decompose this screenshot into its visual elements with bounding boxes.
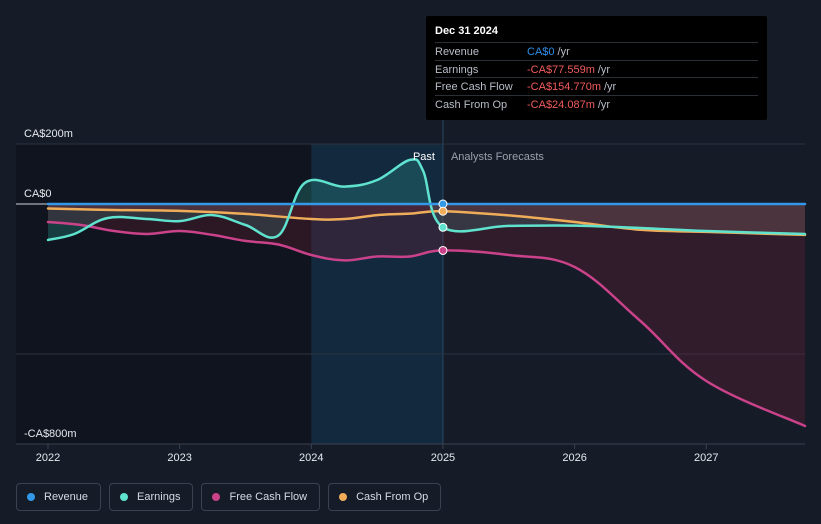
legend-dot-icon <box>339 493 348 501</box>
x-tick-label: 2027 <box>694 452 718 464</box>
y-tick-label: CA$0 <box>24 188 52 200</box>
x-tick-label: 2022 <box>36 452 60 464</box>
legend-dot-icon <box>120 493 129 501</box>
legend-dot-icon <box>27 493 35 501</box>
tooltip-unit: /yr <box>597 98 611 111</box>
tooltip-value: -CA$154.770m <box>527 81 601 93</box>
legend-item-earnings[interactable]: Earnings <box>109 483 194 511</box>
tooltip-date: Dec 31 2024 <box>435 25 498 37</box>
tooltip-label: Revenue <box>435 46 480 58</box>
tooltip-row-earnings: Earnings -CA$77.559m /yr <box>435 59 758 78</box>
legend-label: Cash From Op <box>356 491 429 503</box>
tooltip-label: Free Cash Flow <box>435 81 513 93</box>
y-tick-label: -CA$800m <box>24 428 77 440</box>
highlight-region <box>311 144 443 444</box>
y-tick-label: CA$200m <box>24 128 73 140</box>
tooltip-row-free-cash-flow: Free Cash Flow -CA$154.770m /yr <box>435 77 758 95</box>
series-lines <box>46 158 807 428</box>
series-markers <box>438 199 448 255</box>
axis-labels: CA$200m CA$0 -CA$800m 2022 2023 2024 2025 2026 2… <box>24 128 719 464</box>
series-marker-earnings <box>438 222 448 232</box>
x-tick-label: 2024 <box>299 452 323 464</box>
series-marker-cash-from-op <box>438 206 448 216</box>
series-line-earnings <box>46 158 807 242</box>
x-tick-label: 2025 <box>431 452 455 464</box>
series-marker-free-cash-flow <box>438 245 448 255</box>
tooltip-value: CA$0 <box>527 46 555 58</box>
tooltip-row-cash-from-op: Cash From Op -CA$24.087m /yr <box>435 94 758 113</box>
legend-label: Revenue <box>44 491 89 503</box>
tooltip-value: -CA$24.087m <box>527 98 595 111</box>
tooltip-label: Earnings <box>435 63 479 76</box>
legend-item-revenue[interactable]: Revenue <box>16 483 102 511</box>
series-fill-free-cash-flow <box>48 204 805 426</box>
plot-background <box>16 120 444 444</box>
series-line-cash-from-op <box>46 207 807 237</box>
series-fill-earnings <box>48 159 805 240</box>
legend-dot-icon <box>212 493 221 501</box>
series-line-free-cash-flow <box>46 220 807 428</box>
legend-label: Free Cash Flow <box>229 491 308 503</box>
chart-legend: Revenue Earnings Free Cash Flow Cash Fro… <box>16 483 442 511</box>
tooltip-unit: /yr <box>597 63 611 76</box>
x-tick-label: 2026 <box>562 452 586 464</box>
x-tick-label: 2023 <box>167 452 191 464</box>
forecast-label: Analysts Forecasts <box>451 151 544 163</box>
data-tooltip: Dec 31 2024 Revenue CA$0 /yr Earnings -C… <box>426 16 767 120</box>
tooltip-value: -CA$77.559m <box>527 63 595 76</box>
legend-label: Earnings <box>137 491 181 503</box>
tooltip-unit: /yr <box>604 81 617 93</box>
legend-item-free-cash-flow[interactable]: Free Cash Flow <box>201 483 321 511</box>
tooltip-unit: /yr <box>557 46 570 58</box>
tooltip-row-revenue: Revenue CA$0 /yr <box>435 42 758 60</box>
legend-item-cash-from-op[interactable]: Cash From Op <box>328 483 442 511</box>
tooltip-label: Cash From Op <box>435 98 508 111</box>
past-label: Past <box>413 151 435 163</box>
